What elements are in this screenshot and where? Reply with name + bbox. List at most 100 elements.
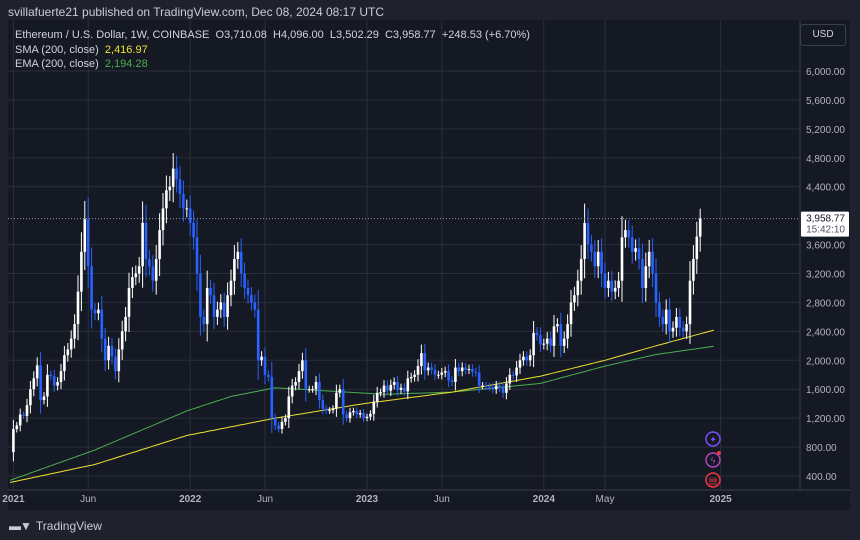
candle-body xyxy=(307,389,311,391)
candle-body xyxy=(508,374,512,384)
candle-body xyxy=(226,295,229,317)
candle-body xyxy=(148,259,151,267)
candle-body xyxy=(420,353,423,367)
candle-body xyxy=(76,291,80,325)
candle-body xyxy=(698,218,702,237)
candle-body xyxy=(688,280,692,325)
candle-body xyxy=(613,287,617,292)
candle-body xyxy=(110,345,114,357)
currency-button[interactable]: USD xyxy=(800,24,846,46)
candle-body xyxy=(270,376,274,419)
candle-body xyxy=(188,208,192,223)
us-flag-event-icon-glyph: ▤ xyxy=(709,476,718,486)
candle-body xyxy=(216,309,219,317)
candle-body xyxy=(474,371,478,373)
candle-body xyxy=(263,356,267,375)
x-tick-label: Jun xyxy=(257,494,273,505)
candle-body xyxy=(39,365,42,401)
candle-body xyxy=(399,387,403,390)
ema-value: 2,194.28 xyxy=(104,58,148,70)
candle-body xyxy=(437,374,440,376)
candle-body xyxy=(175,168,178,180)
candle-body xyxy=(134,273,138,278)
brand-label: TradingView xyxy=(35,519,102,533)
ema-label[interactable]: EMA (200, close) xyxy=(15,58,99,70)
candle-body xyxy=(678,316,682,328)
candle-body xyxy=(243,273,246,288)
ai-sparkle-icon[interactable] xyxy=(705,431,721,447)
candle-body xyxy=(671,327,675,332)
candle-body xyxy=(260,356,263,361)
candle-body xyxy=(253,302,257,310)
flash-event-icon[interactable] xyxy=(705,452,721,468)
candle-body xyxy=(406,378,410,392)
candle-body xyxy=(83,219,87,252)
candle-body xyxy=(202,316,206,325)
ohlc-close: C3,958.77 xyxy=(384,29,436,41)
candle-body xyxy=(338,389,342,393)
candle-body xyxy=(151,266,155,281)
symbol-label[interactable]: Ethereum / U.S. Dollar, 1W, COINBASE xyxy=(15,29,210,41)
candle-body xyxy=(355,410,359,415)
candle-body xyxy=(637,248,641,260)
sma-label[interactable]: SMA (200, close) xyxy=(15,43,99,56)
candle-body xyxy=(590,244,593,252)
ohlc-open: O3,710.08 xyxy=(215,29,267,41)
candle-body xyxy=(460,367,464,372)
candle-body xyxy=(681,327,685,332)
candle-body xyxy=(277,425,280,429)
candle-body xyxy=(212,295,216,317)
candle-body xyxy=(321,400,325,409)
candle-body xyxy=(569,302,573,325)
candle-body xyxy=(90,266,93,310)
candle-body xyxy=(273,418,277,426)
y-tick-label: 2,800.00 xyxy=(806,298,845,309)
x-tick-label: 2025 xyxy=(709,494,732,505)
candle-body xyxy=(556,324,559,327)
candle-body xyxy=(171,168,175,187)
candle-body xyxy=(86,219,90,267)
candle-body xyxy=(297,371,301,382)
y-tick-label: 6,000.00 xyxy=(806,67,845,78)
candle-body xyxy=(627,230,631,238)
x-tick-label: 2022 xyxy=(179,494,202,505)
candle-body xyxy=(335,392,338,409)
us-flag-event-icon[interactable] xyxy=(705,472,721,488)
candle-body xyxy=(331,408,335,411)
candle-body xyxy=(583,222,586,260)
candle-body xyxy=(161,208,165,231)
candle-body xyxy=(25,405,29,416)
candle-body xyxy=(15,425,19,429)
candle-body xyxy=(447,371,450,381)
candle-body xyxy=(124,316,127,332)
candle-body xyxy=(341,389,345,415)
candle-body xyxy=(617,280,620,288)
x-tick-label: 2021 xyxy=(2,494,25,505)
candle-body xyxy=(477,372,481,386)
candle-body xyxy=(522,356,525,361)
candle-body xyxy=(539,334,542,345)
candle-body xyxy=(389,384,393,391)
candle-body xyxy=(256,309,260,361)
candle-body xyxy=(49,374,53,377)
candle-body xyxy=(154,259,158,281)
candle-body xyxy=(409,376,413,379)
candle-body xyxy=(532,332,535,356)
ai-sparkle-icon-glyph: ✦ xyxy=(709,435,717,445)
candle-body xyxy=(647,251,651,267)
candle-body xyxy=(651,251,654,274)
candle-body xyxy=(314,381,318,390)
tradingview-logo[interactable]: ▬▼ TradingView xyxy=(9,519,102,533)
candle-body xyxy=(46,374,49,397)
candle-body xyxy=(610,280,614,292)
candle-body xyxy=(607,280,610,288)
candle-body xyxy=(559,324,563,346)
y-tick-label: 2,000.00 xyxy=(806,356,845,367)
candle-body xyxy=(535,332,539,335)
candle-body xyxy=(52,376,56,386)
candle-body xyxy=(586,222,590,245)
candle-body xyxy=(396,381,399,390)
candle-body xyxy=(505,383,508,393)
candle-body xyxy=(199,273,202,317)
